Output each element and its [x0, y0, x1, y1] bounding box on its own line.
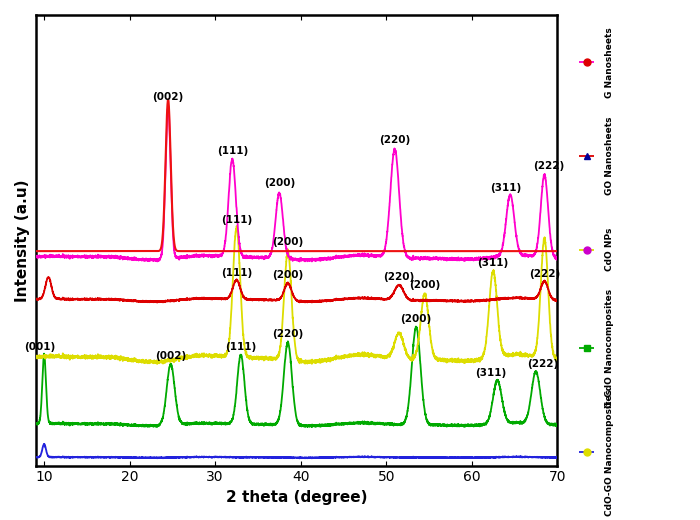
Text: (200): (200) [272, 237, 304, 247]
Text: (002): (002) [153, 92, 183, 101]
Text: (111): (111) [221, 268, 252, 278]
Text: (111): (111) [216, 146, 248, 156]
Text: (200): (200) [409, 280, 440, 290]
Text: (200): (200) [400, 314, 432, 323]
X-axis label: 2 theta (degree): 2 theta (degree) [225, 490, 368, 505]
Text: (200): (200) [272, 270, 304, 280]
Text: (200): (200) [264, 178, 295, 188]
Text: (222): (222) [533, 161, 564, 171]
Text: (220): (220) [272, 329, 304, 339]
Text: (111): (111) [225, 342, 256, 352]
Text: (222): (222) [528, 269, 560, 279]
Text: CdO NPs: CdO NPs [606, 228, 615, 271]
Text: (220): (220) [379, 135, 410, 145]
Text: CdO-GO Nanocomposites: CdO-GO Nanocomposites [606, 389, 615, 516]
Text: (311): (311) [477, 258, 509, 268]
Text: (111): (111) [221, 215, 252, 225]
Text: (002): (002) [155, 350, 186, 360]
Text: (311): (311) [475, 368, 506, 378]
Text: G Nanosheets: G Nanosheets [606, 27, 615, 98]
Text: (220): (220) [384, 272, 414, 282]
Text: G-CdO Nanocomposites: G-CdO Nanocomposites [606, 289, 615, 408]
Text: (001): (001) [25, 342, 55, 352]
Text: (311): (311) [490, 183, 522, 192]
Text: GO Nanosheets: GO Nanosheets [606, 117, 615, 195]
Y-axis label: Intensity (a.u): Intensity (a.u) [15, 179, 30, 302]
Text: (222): (222) [527, 359, 559, 369]
